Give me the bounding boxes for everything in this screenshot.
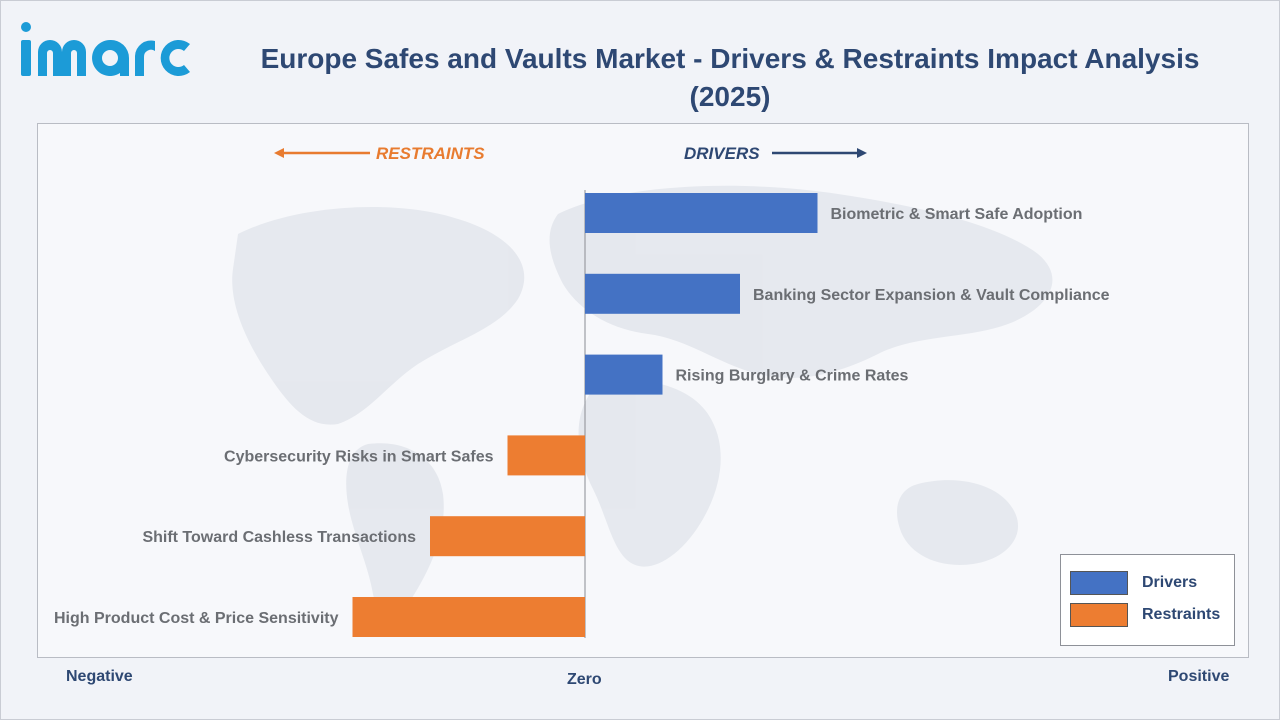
world-map-background — [232, 185, 1053, 617]
bar-label-2: Banking Sector Expansion & Vault Complia… — [753, 287, 1110, 304]
imarc-logo — [21, 22, 190, 76]
axis-label-positive: Positive — [1168, 668, 1230, 685]
axis-label-zero: Zero — [567, 671, 602, 688]
drivers-header: DRIVERS — [684, 144, 760, 163]
bar-label-4: Cybersecurity Risks in Smart Safes — [224, 448, 494, 465]
right-arrow-icon — [772, 148, 867, 158]
legend-item-drivers: Drivers — [1070, 571, 1197, 595]
bar-label-1: Biometric & Smart Safe Adoption — [831, 206, 1083, 223]
legend-label-restraints: Restraints — [1142, 606, 1221, 623]
legend-swatch-restraints — [1070, 603, 1128, 627]
left-arrow-icon — [274, 148, 370, 158]
restraints-header: RESTRAINTS — [376, 144, 485, 163]
legend-swatch-drivers — [1070, 571, 1128, 595]
page-title: Europe Safes and Vaults Market - Drivers… — [260, 43, 1200, 112]
legend-label-drivers: Drivers — [1142, 574, 1198, 591]
bar-label-3: Rising Burglary & Crime Rates — [676, 368, 909, 385]
bar-label-6: High Product Cost & Price Sensitivity — [54, 610, 339, 627]
bar-restraints-4 — [507, 435, 585, 476]
bar-drivers-1 — [585, 193, 818, 233]
legend-item-restraints: Restraints — [1070, 603, 1220, 627]
bar-label-5: Shift Toward Cashless Transactions — [142, 529, 416, 546]
bar-restraints-6 — [352, 597, 585, 637]
bar-restraints-5 — [430, 516, 585, 557]
bar-drivers-3 — [585, 354, 663, 395]
legend: Drivers Restraints — [1060, 554, 1235, 646]
bar-drivers-2 — [585, 273, 740, 314]
axis-label-negative: Negative — [66, 668, 133, 685]
